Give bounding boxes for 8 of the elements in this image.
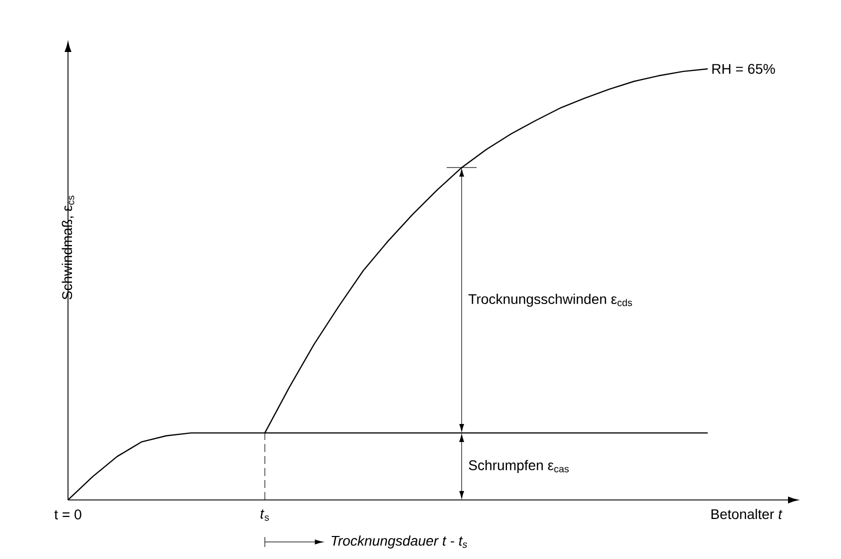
annotation: Schrumpfen ε$_{cas}$	[468, 460, 569, 473]
x-tick-label: t$_{s}$	[260, 510, 269, 521]
series-label: RH = 65%	[712, 64, 775, 74]
x-axis-title: Betonalter t	[712, 508, 782, 520]
y-axis-title: Schwindmaß, ε$_{cs}$	[62, 196, 74, 300]
annotation: Trocknungsschwinden ε$_{cds}$	[468, 294, 632, 307]
text: Trocknungsdauer t - t$_{s}$	[332, 535, 468, 549]
x-tick-label: t = 0	[54, 510, 82, 520]
